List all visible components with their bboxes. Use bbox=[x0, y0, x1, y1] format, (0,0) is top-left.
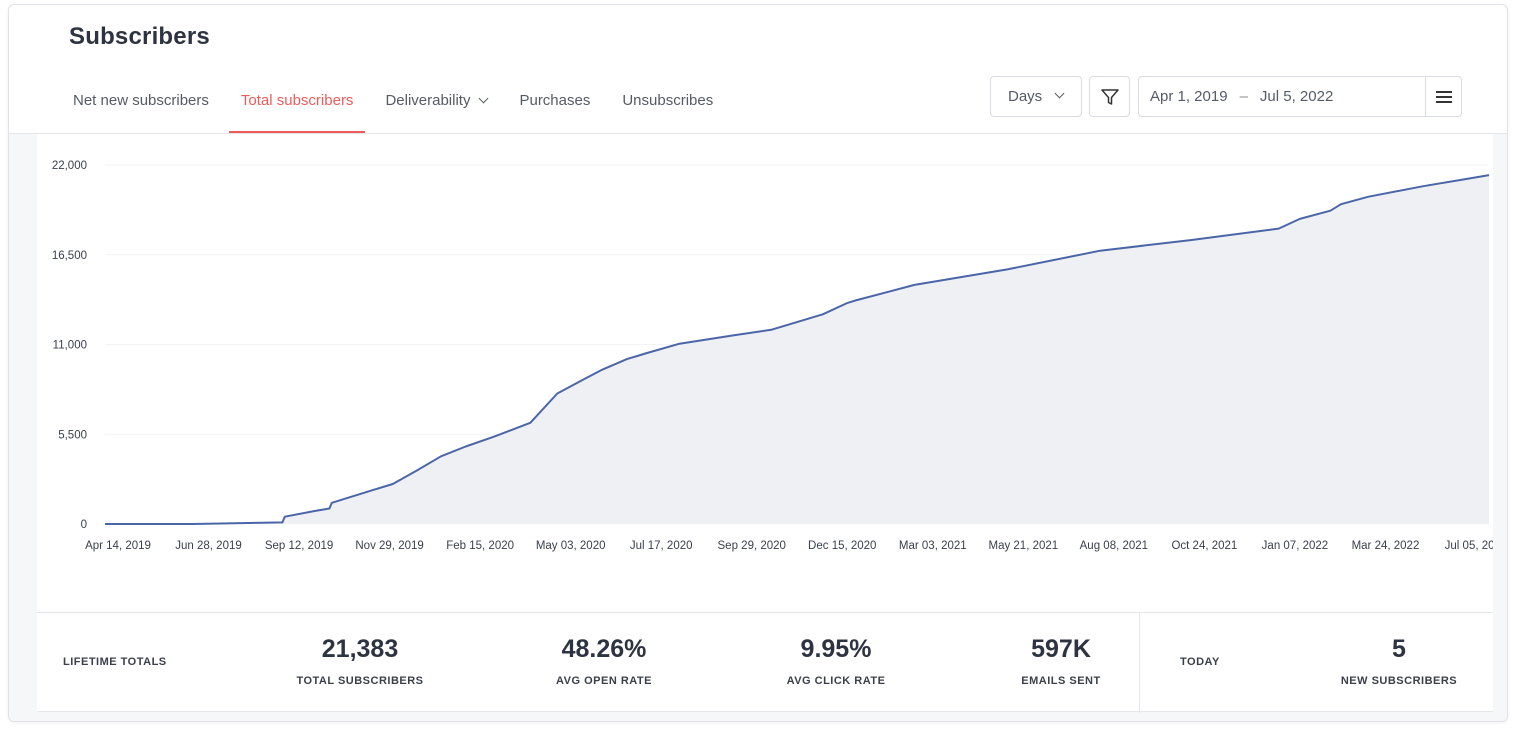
stat-caption: TOTAL SUBSCRIBERS bbox=[296, 675, 424, 687]
filter-icon bbox=[1100, 88, 1119, 105]
hamburger-menu-icon[interactable] bbox=[1425, 77, 1461, 116]
lifetime-totals-label: LIFETIME TOTALS bbox=[63, 656, 167, 668]
stat-value: 9.95% bbox=[800, 635, 872, 663]
tab-deliverability[interactable]: Deliverability bbox=[373, 83, 499, 139]
date-range-picker[interactable]: Apr 1, 2019 – Jul 5, 2022 bbox=[1138, 76, 1462, 117]
date-range-end: Jul 5, 2022 bbox=[1259, 88, 1334, 105]
stat-value: 5 bbox=[1392, 635, 1406, 663]
series-area bbox=[105, 175, 1489, 524]
x-tick-label: Jul 05, 2022 bbox=[1445, 540, 1493, 552]
page-title: Subscribers bbox=[69, 23, 210, 50]
x-tick-label: Nov 29, 2019 bbox=[355, 540, 423, 552]
y-tick-label: 0 bbox=[81, 519, 87, 531]
tab-net-new-subscribers[interactable]: Net new subscribers bbox=[73, 92, 209, 109]
tab-unsubscribes[interactable]: Unsubscribes bbox=[622, 92, 714, 109]
x-tick-label: May 03, 2020 bbox=[536, 540, 606, 552]
x-tick-label: Sep 29, 2020 bbox=[718, 540, 786, 552]
stat-avg-open-rate: 48.26% AVG OPEN RATE bbox=[524, 631, 684, 687]
x-tick-label: Oct 24, 2021 bbox=[1171, 540, 1237, 552]
chart-area: 0 5,500 11,000 16,500 22,000 Apr 14, 2019 Jun … bbox=[9, 134, 1507, 721]
x-tick-label: May 21, 2021 bbox=[988, 540, 1058, 552]
y-tick-label: 5,500 bbox=[58, 429, 87, 441]
x-tick-label: Jul 17, 2020 bbox=[630, 540, 693, 552]
x-tick-label: Feb 15, 2020 bbox=[446, 540, 514, 552]
x-tick-label: Apr 14, 2019 bbox=[85, 540, 151, 552]
chevron-down-icon bbox=[479, 93, 489, 104]
filter-button[interactable] bbox=[1089, 76, 1130, 117]
stat-total-subscribers: 21,383 TOTAL SUBSCRIBERS bbox=[280, 631, 440, 687]
subscribers-card: Subscribers Net new subscribers Total su… bbox=[8, 4, 1508, 722]
tab-total-subscribers[interactable]: Total subscribers bbox=[228, 83, 366, 139]
x-tick-label: Dec 15, 2020 bbox=[808, 540, 876, 552]
series-line bbox=[105, 174, 1490, 525]
x-tick-label: Aug 08, 2021 bbox=[1080, 540, 1148, 552]
date-range-start: Apr 1, 2019 bbox=[1150, 88, 1228, 105]
x-tick-label: Jun 28, 2019 bbox=[175, 540, 242, 552]
tab-purchases[interactable]: Purchases bbox=[519, 92, 591, 109]
chevron-down-icon bbox=[1054, 88, 1065, 99]
stat-caption: NEW SUBSCRIBERS bbox=[1340, 675, 1458, 687]
stats-bottom-divider bbox=[37, 711, 1493, 712]
y-tick-label: 11,000 bbox=[53, 340, 87, 352]
date-range-separator: – bbox=[1239, 88, 1248, 105]
stat-value: 597K bbox=[1031, 635, 1091, 663]
x-tick-label: Sep 12, 2019 bbox=[265, 540, 333, 552]
interval-select-value: Days bbox=[1008, 88, 1043, 105]
stat-caption: EMAILS SENT bbox=[1021, 675, 1101, 687]
stats-divider bbox=[1139, 613, 1140, 713]
x-tick-label: Mar 03, 2021 bbox=[899, 540, 967, 552]
stat-caption: AVG OPEN RATE bbox=[556, 675, 652, 687]
x-tick-label: Mar 24, 2022 bbox=[1352, 540, 1420, 552]
chart-panel: 0 5,500 11,000 16,500 22,000 Apr 14, 2019 Jun … bbox=[37, 134, 1507, 612]
report-tabs: Net new subscribers Total subscribers De… bbox=[61, 83, 733, 139]
today-label: TODAY bbox=[1180, 656, 1220, 668]
stat-new-subscribers: 5 NEW SUBSCRIBERS bbox=[1319, 631, 1479, 687]
tab-deliverability-label: Deliverability bbox=[385, 92, 471, 109]
total-subscribers-chart: 0 5,500 11,000 16,500 22,000 Apr 14, 2019 Jun … bbox=[52, 160, 1507, 552]
header-divider bbox=[9, 133, 1507, 134]
stat-value: 21,383 bbox=[321, 635, 399, 663]
x-tick-label: Jan 07, 2022 bbox=[1262, 540, 1329, 552]
stat-avg-click-rate: 9.95% AVG CLICK RATE bbox=[756, 631, 916, 687]
y-tick-label: 22,000 bbox=[52, 160, 87, 172]
interval-select[interactable]: Days bbox=[990, 76, 1082, 117]
stats-bar: LIFETIME TOTALS 21,383 TOTAL SUBSCRIBERS… bbox=[37, 612, 1493, 713]
stat-value: 48.26% bbox=[561, 635, 647, 663]
stat-caption: AVG CLICK RATE bbox=[786, 675, 886, 687]
stat-emails-sent: 597K EMAILS SENT bbox=[981, 631, 1141, 687]
y-tick-label: 16,500 bbox=[52, 250, 87, 262]
